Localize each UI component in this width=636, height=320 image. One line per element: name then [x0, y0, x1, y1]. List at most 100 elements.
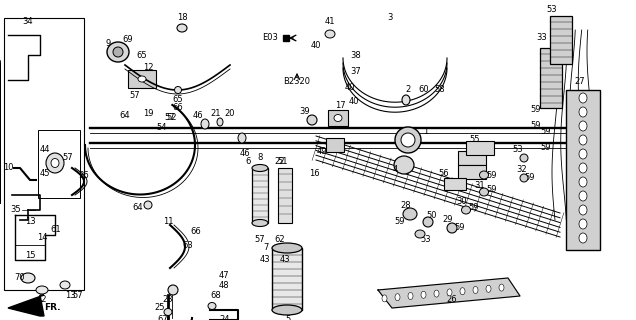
- Ellipse shape: [447, 223, 457, 233]
- Ellipse shape: [217, 118, 223, 126]
- Text: 8: 8: [258, 154, 263, 163]
- Text: 55: 55: [469, 165, 480, 174]
- Text: 31: 31: [474, 164, 485, 172]
- Text: 42: 42: [37, 295, 47, 305]
- Text: 57: 57: [73, 291, 83, 300]
- Text: 33: 33: [537, 34, 548, 43]
- Ellipse shape: [382, 295, 387, 302]
- Text: 10: 10: [3, 164, 13, 172]
- Ellipse shape: [272, 243, 302, 253]
- Bar: [550, 16, 572, 64]
- Text: FR.: FR.: [44, 303, 60, 313]
- Ellipse shape: [144, 201, 152, 209]
- Text: 13: 13: [65, 291, 75, 300]
- Text: 29: 29: [443, 215, 453, 225]
- Text: 43: 43: [259, 255, 270, 265]
- Text: 44: 44: [39, 146, 50, 155]
- Text: 60: 60: [418, 85, 429, 94]
- Text: 35: 35: [11, 205, 22, 214]
- Text: 30: 30: [457, 197, 467, 206]
- Text: 20: 20: [225, 108, 235, 117]
- Text: E03: E03: [262, 34, 278, 43]
- Text: 58: 58: [434, 85, 445, 94]
- Text: 6: 6: [245, 157, 251, 166]
- Text: 32: 32: [516, 165, 527, 174]
- Text: 1: 1: [424, 127, 429, 137]
- Ellipse shape: [579, 219, 587, 229]
- Text: 40: 40: [349, 98, 359, 107]
- Ellipse shape: [307, 115, 317, 125]
- Text: 59: 59: [541, 143, 551, 153]
- Bar: [444, 178, 466, 190]
- Text: 45: 45: [39, 170, 50, 179]
- Text: 27: 27: [575, 77, 585, 86]
- Ellipse shape: [421, 291, 426, 298]
- Bar: [4, 18, 84, 290]
- Text: 67: 67: [158, 316, 169, 320]
- Text: 57: 57: [254, 236, 265, 244]
- Text: 59: 59: [531, 121, 541, 130]
- Text: 31: 31: [474, 180, 485, 189]
- Ellipse shape: [415, 230, 425, 238]
- Text: 26: 26: [446, 295, 457, 305]
- Ellipse shape: [579, 135, 587, 145]
- Text: 49: 49: [317, 148, 328, 156]
- Text: 65: 65: [137, 52, 148, 60]
- Text: 68: 68: [211, 292, 221, 300]
- Ellipse shape: [201, 119, 209, 129]
- Ellipse shape: [177, 24, 187, 32]
- Ellipse shape: [395, 294, 400, 301]
- Text: 38: 38: [350, 51, 361, 60]
- Ellipse shape: [138, 76, 146, 82]
- Ellipse shape: [272, 305, 302, 315]
- Text: 69: 69: [123, 36, 134, 44]
- Text: 52: 52: [167, 114, 177, 123]
- Text: 59: 59: [395, 218, 405, 227]
- Text: 55: 55: [470, 135, 480, 145]
- Text: 3: 3: [387, 13, 392, 22]
- Text: 63: 63: [183, 241, 193, 250]
- Text: 59: 59: [487, 171, 497, 180]
- Text: 54: 54: [156, 124, 167, 132]
- Ellipse shape: [168, 285, 178, 295]
- Text: 39: 39: [300, 108, 310, 116]
- Ellipse shape: [252, 220, 268, 227]
- Bar: [252, 168, 268, 223]
- Bar: [128, 70, 156, 88]
- Ellipse shape: [36, 286, 48, 294]
- Ellipse shape: [447, 289, 452, 296]
- Ellipse shape: [238, 133, 246, 143]
- Ellipse shape: [520, 154, 528, 162]
- Text: 11: 11: [163, 218, 173, 227]
- Text: 24: 24: [220, 316, 230, 320]
- Ellipse shape: [579, 163, 587, 173]
- Text: 40: 40: [311, 42, 321, 51]
- Ellipse shape: [408, 292, 413, 300]
- Text: 61: 61: [51, 226, 61, 235]
- Ellipse shape: [208, 302, 216, 309]
- Bar: [566, 90, 600, 250]
- Ellipse shape: [579, 93, 587, 103]
- Text: 53: 53: [513, 146, 523, 155]
- Text: 47: 47: [219, 271, 230, 281]
- Ellipse shape: [486, 285, 491, 292]
- Ellipse shape: [334, 115, 342, 122]
- Ellipse shape: [460, 288, 465, 295]
- Text: 50: 50: [427, 211, 438, 220]
- Text: 59: 59: [487, 186, 497, 195]
- Ellipse shape: [402, 95, 410, 105]
- Ellipse shape: [395, 127, 421, 153]
- Ellipse shape: [252, 164, 268, 172]
- Ellipse shape: [480, 188, 488, 196]
- Text: 53: 53: [420, 236, 431, 244]
- Text: 15: 15: [25, 251, 35, 260]
- Ellipse shape: [60, 281, 70, 289]
- Text: 46: 46: [240, 148, 251, 157]
- Text: 59: 59: [525, 173, 536, 182]
- Text: 64: 64: [120, 110, 130, 119]
- Text: 13: 13: [25, 218, 36, 227]
- Text: 57: 57: [63, 154, 73, 163]
- Ellipse shape: [403, 208, 417, 220]
- Text: 14: 14: [37, 233, 47, 242]
- Bar: [328, 110, 348, 126]
